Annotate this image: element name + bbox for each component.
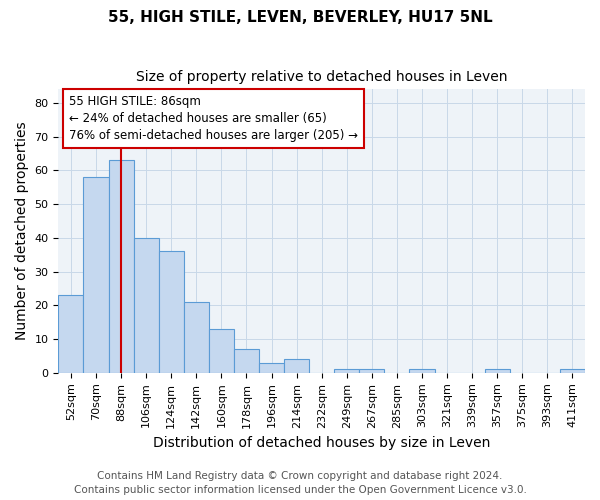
Bar: [409, 370, 434, 373]
Title: Size of property relative to detached houses in Leven: Size of property relative to detached ho…: [136, 70, 508, 84]
Text: Contains HM Land Registry data © Crown copyright and database right 2024.
Contai: Contains HM Land Registry data © Crown c…: [74, 471, 526, 495]
Bar: [359, 370, 385, 373]
Bar: [209, 329, 234, 373]
Bar: [259, 362, 284, 373]
X-axis label: Distribution of detached houses by size in Leven: Distribution of detached houses by size …: [153, 436, 490, 450]
Bar: [284, 360, 309, 373]
Bar: [159, 252, 184, 373]
Bar: [560, 370, 585, 373]
Bar: [184, 302, 209, 373]
Text: 55, HIGH STILE, LEVEN, BEVERLEY, HU17 5NL: 55, HIGH STILE, LEVEN, BEVERLEY, HU17 5N…: [107, 10, 493, 25]
Bar: [109, 160, 134, 373]
Bar: [58, 295, 83, 373]
Text: 55 HIGH STILE: 86sqm
← 24% of detached houses are smaller (65)
76% of semi-detac: 55 HIGH STILE: 86sqm ← 24% of detached h…: [69, 95, 358, 142]
Bar: [83, 177, 109, 373]
Bar: [234, 349, 259, 373]
Bar: [334, 370, 359, 373]
Y-axis label: Number of detached properties: Number of detached properties: [15, 122, 29, 340]
Bar: [134, 238, 159, 373]
Bar: [485, 370, 510, 373]
